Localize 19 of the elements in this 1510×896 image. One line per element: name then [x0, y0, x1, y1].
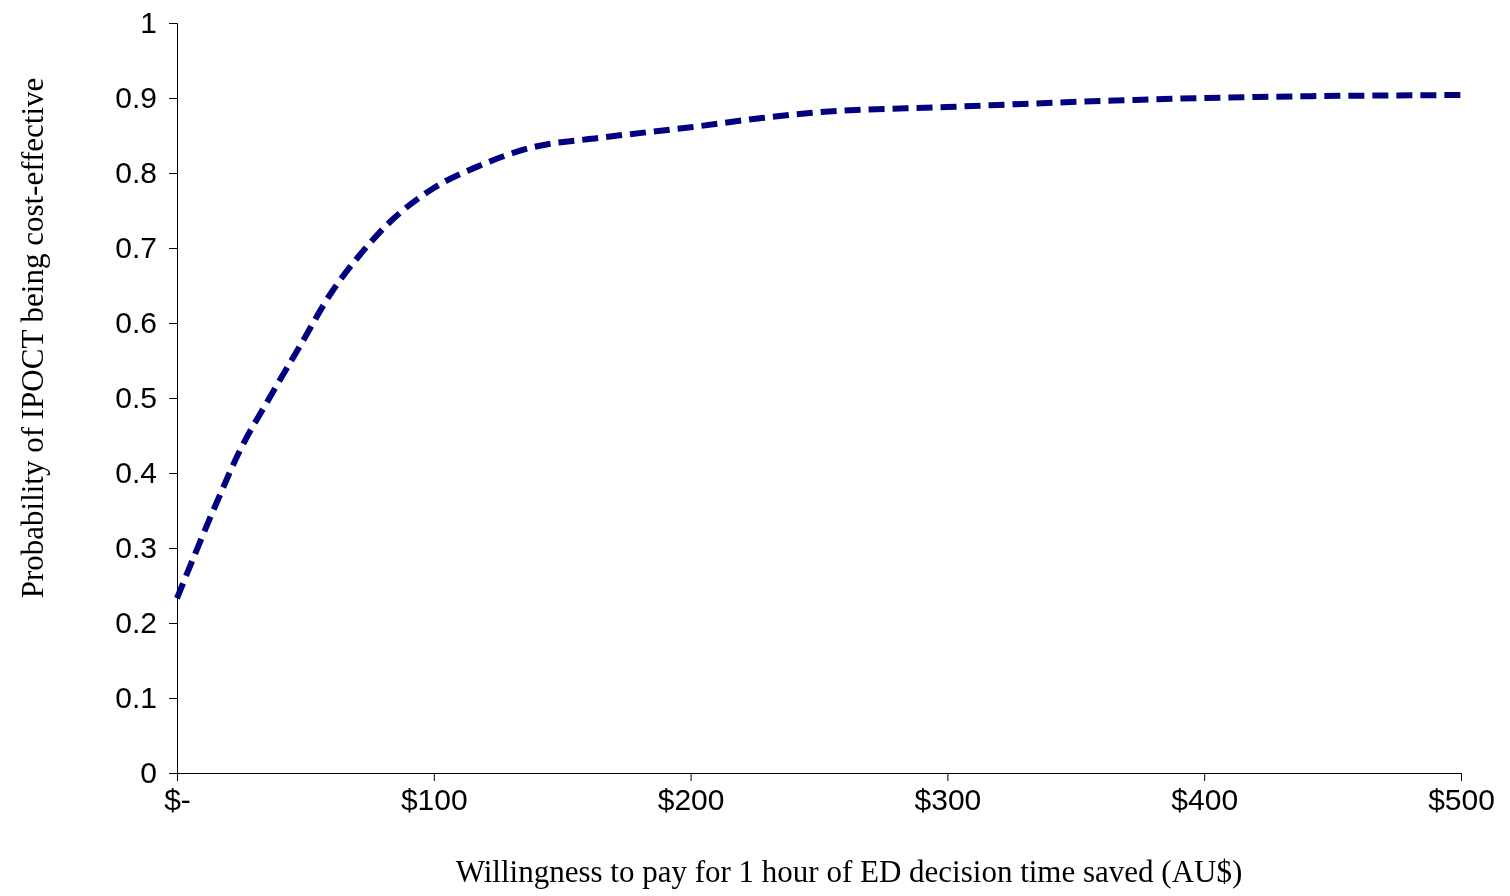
- x-tick-label: $200: [657, 783, 725, 817]
- y-tick-label: 0.2: [115, 606, 157, 640]
- y-tick-label: 0.4: [115, 456, 157, 490]
- x-tick-label: $-: [164, 783, 191, 817]
- y-tick-label: 0.3: [115, 531, 157, 565]
- y-tick-label: 0.8: [115, 156, 157, 190]
- y-axis-title: Probability of IPOCT being cost-effective: [15, 77, 50, 599]
- y-tick-label: 0.9: [115, 81, 157, 115]
- x-tick-label: $300: [914, 783, 982, 817]
- y-tick-label: 0.5: [115, 381, 157, 415]
- y-tick-label: 0.1: [115, 681, 157, 715]
- x-tick-label: $100: [400, 783, 468, 817]
- y-tick-label: 1: [140, 6, 157, 40]
- y-tick-label: 0.6: [115, 306, 157, 340]
- x-axis-title: Willingness to pay for 1 hour of ED decision time saved (AU$): [455, 854, 1243, 889]
- y-tick-label: 0.7: [115, 231, 157, 265]
- x-tick-label: $400: [1171, 783, 1239, 817]
- y-tick-label: 0: [140, 756, 157, 790]
- x-tick-label: $500: [1428, 783, 1495, 817]
